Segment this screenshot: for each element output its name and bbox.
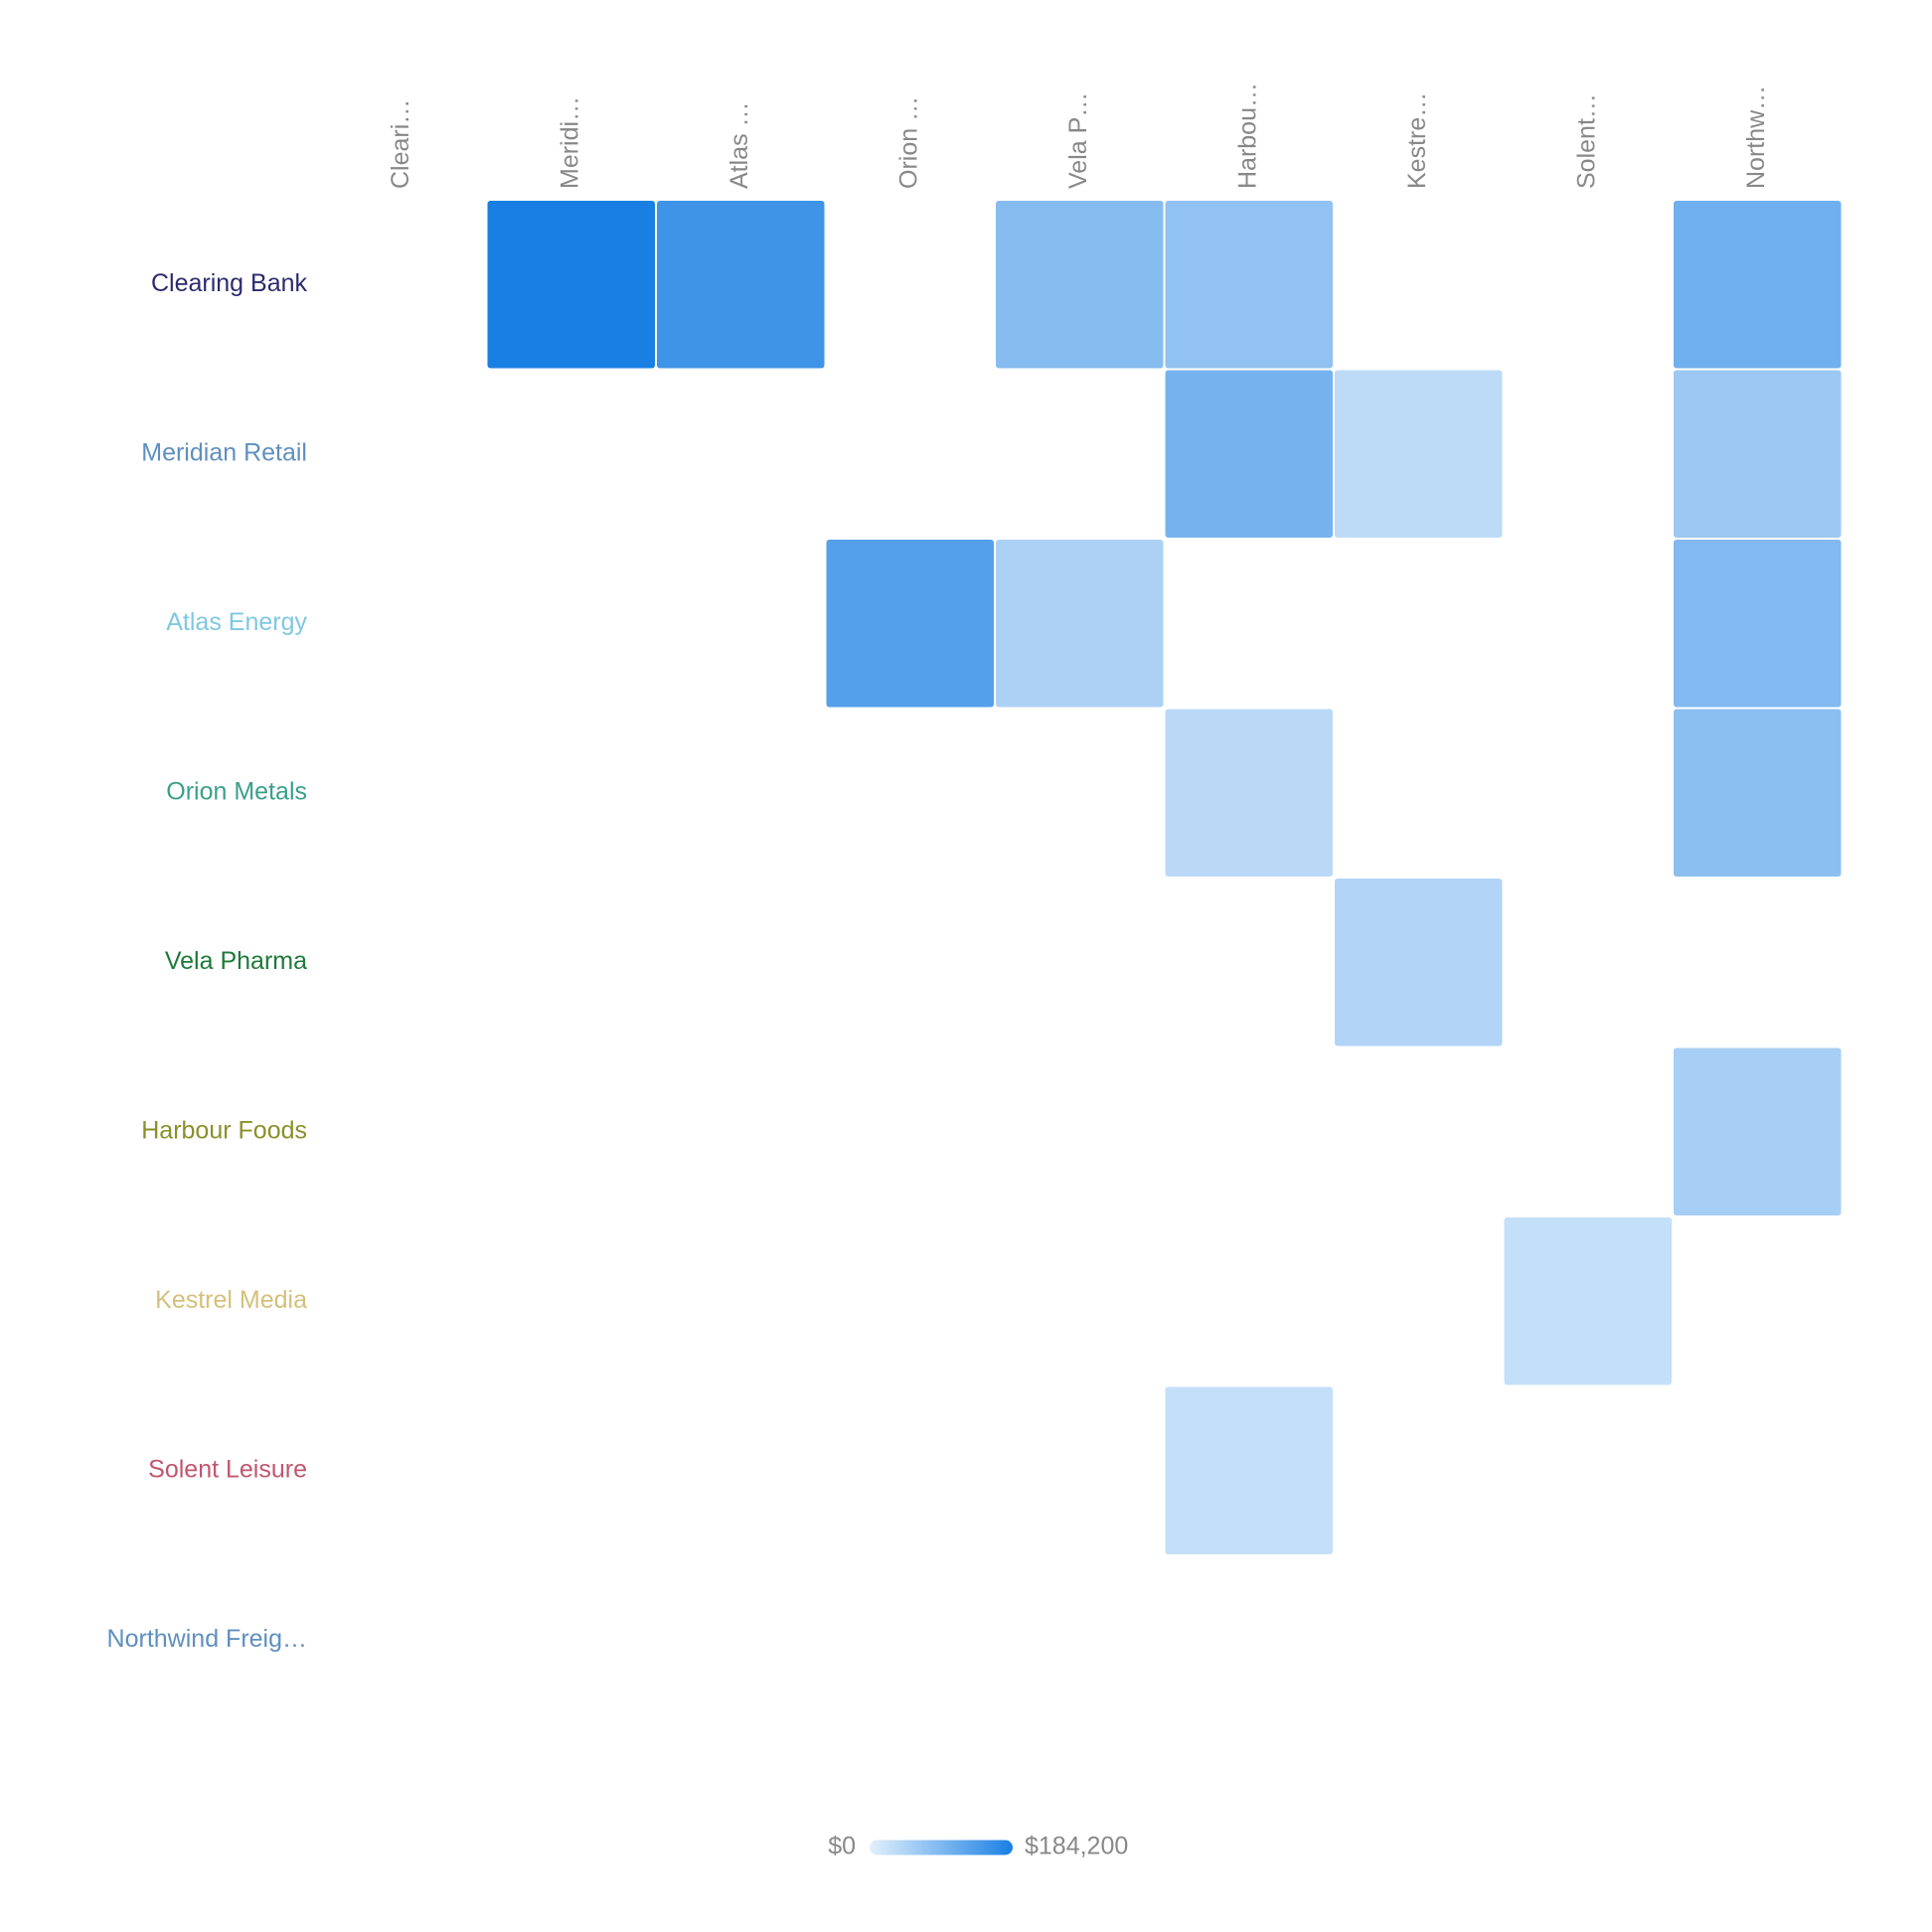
heatmap-cell <box>1674 370 1842 538</box>
row-label: Atlas Energy <box>166 608 307 636</box>
column-label: Northw… <box>1742 85 1770 189</box>
heatmap-cell <box>1674 1047 1842 1215</box>
row-label: Northwind Freig… <box>107 1625 307 1653</box>
row-label: Solent Leisure <box>148 1455 307 1483</box>
column-label: Solent… <box>1572 93 1600 189</box>
heatmap-cell <box>826 540 994 708</box>
column-label: Cleari… <box>387 99 414 189</box>
heatmap-cell <box>1165 1386 1333 1554</box>
colorbar <box>870 1840 1013 1855</box>
heatmap-cell <box>1674 201 1842 369</box>
row-label: Harbour Foods <box>141 1116 307 1144</box>
row-label: Kestrel Media <box>155 1286 307 1314</box>
row-label: Orion Metals <box>166 777 307 805</box>
heatmap-cell <box>657 201 825 369</box>
column-label: Meridi… <box>556 96 583 189</box>
heatmap-cell <box>996 201 1164 369</box>
heatmap-cell <box>996 540 1164 708</box>
column-label: Kestre… <box>1403 92 1431 189</box>
heatmap-cell <box>1674 709 1842 877</box>
heatmap-cell <box>1674 540 1842 708</box>
heatmap-cell <box>1165 370 1333 538</box>
colorbar-label: $0 <box>828 1833 856 1860</box>
row-label: Meridian Retail <box>141 438 307 466</box>
column-label: Harbou… <box>1233 82 1261 189</box>
column-label: Vela P… <box>1064 92 1092 189</box>
heatmap-cell <box>1335 370 1503 538</box>
heatmap-cell <box>487 201 655 369</box>
row-label: Vela Pharma <box>165 947 307 975</box>
row-label: Clearing Bank <box>151 269 308 297</box>
colorbar-label: $184,200 <box>1025 1833 1128 1860</box>
heatmap-cell <box>1335 879 1503 1046</box>
column-label: Orion … <box>894 96 922 189</box>
column-label: Atlas … <box>725 101 753 189</box>
heatmap-cell <box>1165 709 1333 877</box>
heatmap-cell <box>1504 1217 1672 1385</box>
heatmap-cell <box>1165 201 1333 369</box>
